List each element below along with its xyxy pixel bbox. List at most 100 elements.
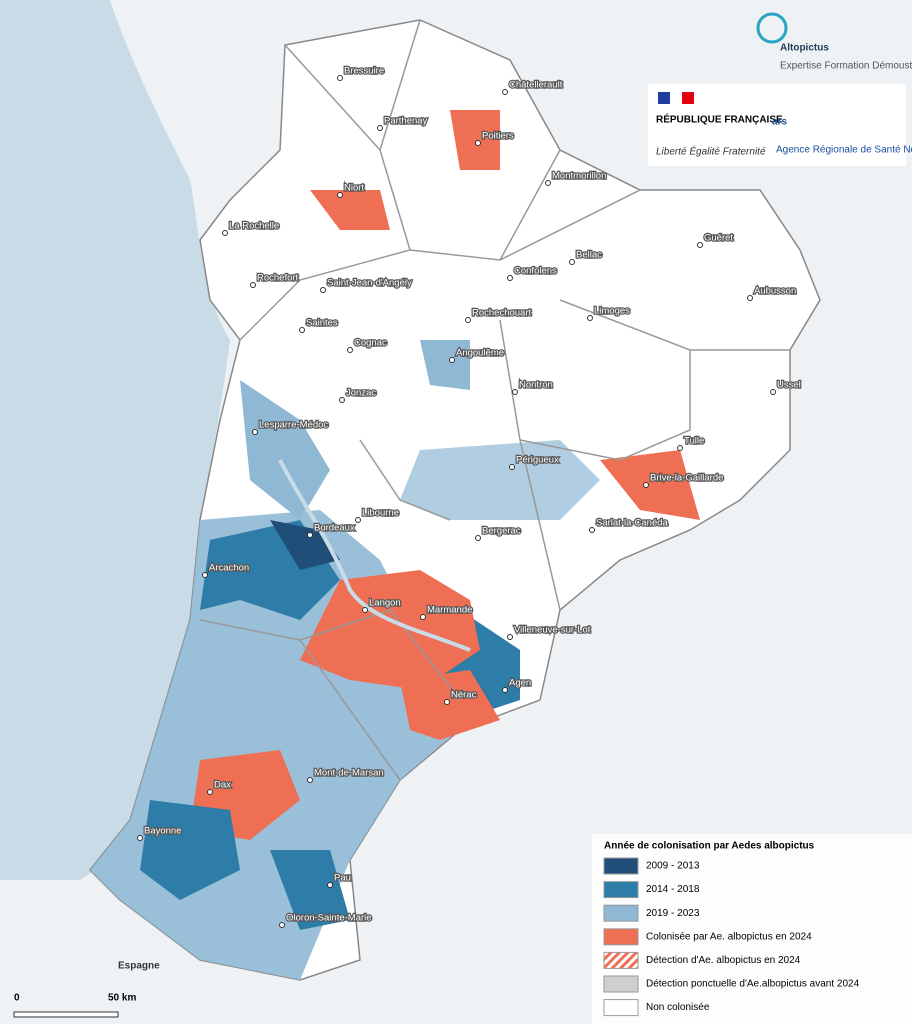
city-dot: [252, 429, 258, 435]
city-label: Langon: [369, 598, 401, 609]
logo-name: Altopictus: [780, 43, 829, 54]
city-label: Périgueux: [516, 455, 559, 466]
city-label: Brive-la-Gaillarde: [650, 473, 723, 484]
scale-bar: [13, 1011, 119, 1018]
city-dot: [697, 242, 703, 248]
city-label: Ussel: [777, 380, 801, 391]
city-dot: [327, 882, 333, 888]
city-dot: [509, 464, 515, 470]
city-dot: [307, 777, 313, 783]
country-label: Espagne: [118, 961, 160, 972]
city-dot: [502, 89, 508, 95]
city-label: Tulle: [684, 436, 704, 447]
red-zone: [400, 670, 500, 740]
scale-end: 50 km: [108, 993, 136, 1004]
city-dot: [507, 634, 513, 640]
department-border: [199, 19, 790, 781]
legend-title: Année de colonisation par Aedes albopict…: [604, 841, 815, 852]
city-label: Bordeaux: [314, 523, 355, 534]
city-dot: [465, 317, 471, 323]
city-label: Agen: [509, 678, 531, 689]
red-zone: [300, 570, 480, 690]
city-label: Angoulême: [456, 348, 504, 359]
city-dot: [512, 389, 518, 395]
city-dot: [377, 125, 383, 131]
city-label: Marmande: [427, 605, 472, 616]
ars-subtitle: Agence Régionale de Santé Nouvelle-Aquit…: [776, 145, 912, 156]
legend-swatch: [603, 857, 639, 875]
blue-zone: [270, 850, 350, 930]
legend-swatch: [603, 999, 639, 1017]
city-dot: [337, 192, 343, 198]
city-label: Villeneuve-sur-Lot: [514, 625, 591, 636]
city-label: La Rochelle: [229, 221, 279, 232]
legend-label: Détection ponctuelle d'Ae.albopictus ava…: [646, 979, 860, 990]
altopictus-logo: Altopictus Expertise Formation Démoustic…: [756, 12, 912, 72]
city-label: Niort: [344, 183, 364, 194]
city-label: Guéret: [704, 233, 733, 244]
city-label: Bellac: [576, 250, 602, 261]
city-dot: [589, 527, 595, 533]
legend-label: Non colonisée: [646, 1002, 710, 1013]
legend-swatch: [603, 951, 639, 969]
city-label: Rochechouart: [472, 308, 532, 319]
city-dot: [747, 295, 753, 301]
red-zone: [600, 450, 700, 520]
city-dot: [587, 315, 593, 321]
legend-swatch: [603, 975, 639, 993]
city-dot: [569, 259, 575, 265]
city-dot: [677, 445, 683, 451]
blue-zone: [140, 800, 240, 900]
river: [278, 459, 471, 652]
red-zone: [450, 110, 500, 170]
ocean: [0, 0, 230, 880]
legend-label: 2009 - 2013: [646, 861, 700, 872]
red-zone: [310, 190, 390, 230]
city-dot: [337, 75, 343, 81]
city-label: Nérac: [451, 690, 477, 701]
city-label: Cognac: [354, 338, 387, 349]
logo-icon: [756, 12, 788, 44]
city-label: Jonzac: [346, 388, 376, 399]
legend-swatch: [603, 881, 639, 899]
city-dot: [299, 327, 305, 333]
logo-tagline: Expertise Formation Démoustication: [780, 61, 912, 72]
city-dot: [279, 922, 285, 928]
legend-box: [592, 834, 912, 1024]
city-dot: [444, 699, 450, 705]
city-label: Bressuire: [344, 66, 384, 77]
city-dot: [320, 287, 326, 293]
city-label: Châtellerault: [509, 80, 563, 91]
city-label: Dax: [214, 780, 231, 791]
legend-label: 2019 - 2023: [646, 908, 700, 919]
legend-swatch: [603, 928, 639, 946]
city-label: Arcachon: [209, 563, 249, 574]
legend-label: 2014 - 2018: [646, 884, 700, 895]
city-label: Aubusson: [754, 286, 796, 297]
legend-label: Détection d'Ae. albopictus en 2024: [646, 955, 801, 966]
flag-red: [682, 92, 694, 104]
light-blue-zone: [400, 440, 600, 520]
city-label: Lesparre-Médoc: [259, 420, 328, 431]
city-dot: [362, 607, 368, 613]
legend-swatch: [603, 904, 639, 922]
city-label: Saintes: [306, 318, 338, 329]
city-dot: [545, 180, 551, 186]
city-dot: [449, 357, 455, 363]
city-label: Libourne: [362, 508, 399, 519]
city-label: Bergerac: [482, 526, 521, 537]
city-dot: [207, 789, 213, 795]
dark-blue-zone: [270, 520, 340, 570]
city-dot: [250, 282, 256, 288]
city-dot: [355, 517, 361, 523]
city-label: Saint-Jean-d'Angély: [327, 278, 412, 289]
city-dot: [137, 835, 143, 841]
scale-start: 0: [14, 993, 20, 1004]
city-label: Nontron: [519, 380, 553, 391]
city-dot: [222, 230, 228, 236]
republique-motto: Liberté Égalité Fraternité: [656, 145, 766, 158]
light-blue-zone: [420, 340, 470, 390]
city-dot: [307, 532, 313, 538]
city-label: Confolens: [514, 266, 557, 277]
city-dot: [507, 275, 513, 281]
